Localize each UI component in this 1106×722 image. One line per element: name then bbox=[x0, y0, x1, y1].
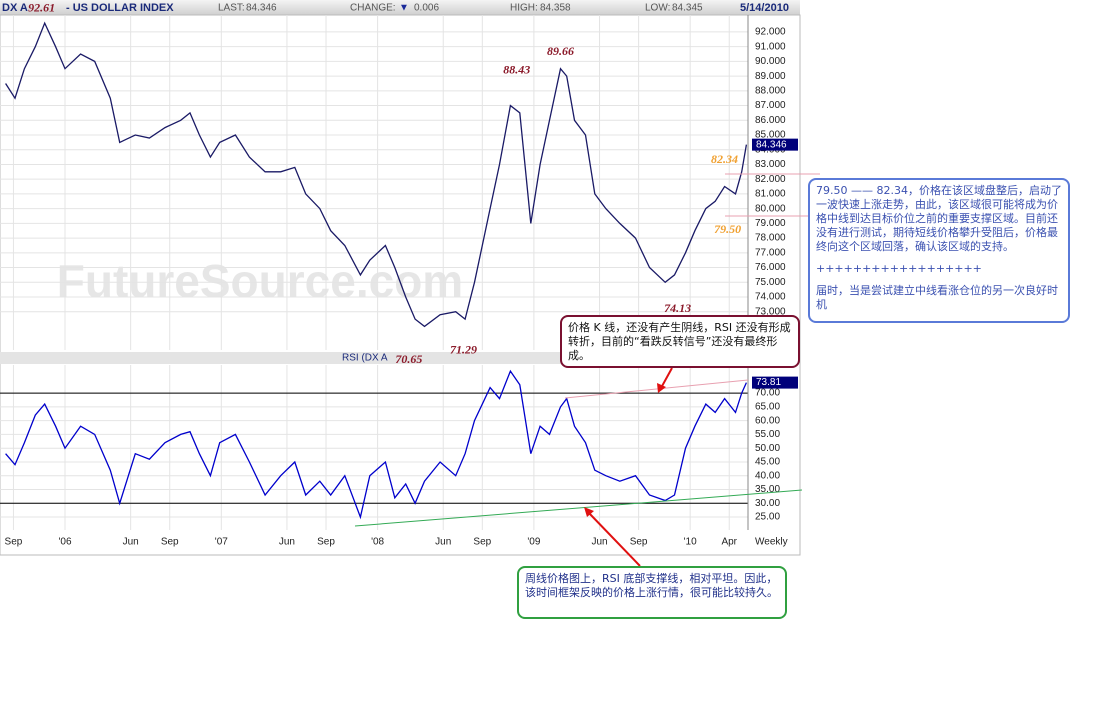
x-tick-label: Jun bbox=[123, 537, 139, 548]
last-value: 84.346 bbox=[246, 3, 277, 14]
y-tick-label: 79.000 bbox=[755, 218, 786, 229]
callout-text: 价格 K 线，还没有产生阴线，RSI 还没有形成转折，目前的“看跌反转信号”还没… bbox=[568, 321, 791, 362]
rsi-support-line bbox=[354, 489, 803, 527]
price-annotation: 88.43 bbox=[503, 62, 530, 76]
y-tick-label: 86.000 bbox=[755, 115, 786, 126]
price-annotation: 89.66 bbox=[547, 44, 574, 58]
callout-zone: 79.50 —— 82.34，价格在该区域盘整后，启动了一波快速上涨走势，由此，… bbox=[808, 178, 1070, 323]
arrow-head bbox=[584, 507, 594, 517]
x-tick-label: Jun bbox=[279, 537, 295, 548]
rsi-title: RSI (DX A bbox=[342, 353, 388, 364]
last-value-label: 73.81 bbox=[756, 377, 781, 388]
high-value: 84.358 bbox=[540, 3, 571, 14]
period: Weekly bbox=[755, 537, 788, 548]
y-tick-label: 90.000 bbox=[755, 56, 786, 67]
callout-candle: 价格 K 线，还没有产生阴线，RSI 还没有形成转折，目前的“看跌反转信号”还没… bbox=[560, 315, 800, 368]
y-tick-label: 40.00 bbox=[755, 470, 780, 481]
change-label: CHANGE: bbox=[350, 3, 396, 14]
y-tick-label: 77.000 bbox=[755, 247, 786, 258]
callout-rsi: 周线价格图上，RSI 底部支撑线，相对平坦。因此，该时间框架反映的价格上涨行情，… bbox=[517, 566, 787, 619]
y-tick-label: 70.00 bbox=[755, 388, 780, 399]
last-value-label: 84.346 bbox=[756, 139, 787, 150]
y-tick-label: 88.000 bbox=[755, 85, 786, 96]
callout-text: 79.50 —— 82.34，价格在该区域盘整后，启动了一波快速上涨走势，由此，… bbox=[816, 184, 1062, 253]
x-tick-label: '06 bbox=[58, 537, 71, 548]
y-tick-label: 83.000 bbox=[755, 159, 786, 170]
x-tick-label: '07 bbox=[215, 537, 228, 548]
y-tick-label: 60.00 bbox=[755, 415, 780, 426]
price-annotation: 71.29 bbox=[450, 343, 477, 357]
date: 5/14/2010 bbox=[740, 2, 789, 14]
x-tick-label: Sep bbox=[5, 537, 23, 548]
callout-text: ++++++++++++++++++ bbox=[816, 262, 982, 275]
y-tick-label: 55.00 bbox=[755, 429, 780, 440]
y-tick-label: 76.000 bbox=[755, 262, 786, 273]
y-tick-label: 91.000 bbox=[755, 41, 786, 52]
y-tick-label: 92.000 bbox=[755, 27, 786, 38]
change-symbol: ▼ bbox=[399, 3, 409, 14]
price-annotation: 92.61 bbox=[28, 1, 55, 15]
arrow-head bbox=[657, 383, 666, 393]
arrow bbox=[660, 367, 673, 389]
price-annotation: 74.13 bbox=[664, 301, 691, 315]
x-tick-label: Apr bbox=[721, 537, 737, 548]
rsi-resistance-line bbox=[564, 379, 749, 399]
last-value-box bbox=[752, 376, 798, 389]
y-tick-label: 30.00 bbox=[755, 498, 780, 509]
y-tick-label: 74.000 bbox=[755, 292, 786, 303]
y-tick-label: 80.000 bbox=[755, 203, 786, 214]
callout-text: 届时，当是尝试建立中线看涨仓位的另一次良好时机 bbox=[816, 284, 1058, 311]
title: - US DOLLAR INDEX bbox=[66, 2, 174, 14]
high-label: HIGH: bbox=[510, 3, 538, 14]
x-tick-label: Sep bbox=[317, 537, 335, 548]
symbol: DX A bbox=[2, 2, 28, 14]
y-tick-label: 50.00 bbox=[755, 443, 780, 454]
plot: 73.000 74.000 75.000 76.000 77.000 78.000 79.0… bbox=[0, 1, 798, 548]
change-value: 0.006 bbox=[414, 3, 439, 14]
y-tick-label: 78.000 bbox=[755, 233, 786, 244]
watermark: FutureSource.com bbox=[57, 255, 463, 307]
last-label: LAST: bbox=[218, 3, 245, 14]
y-tick-label: 73.000 bbox=[755, 306, 786, 317]
y-tick-label: 85.000 bbox=[755, 130, 786, 141]
x-tick-label: Jun bbox=[435, 537, 451, 548]
x-tick-label: '10 bbox=[684, 537, 697, 548]
x-tick-label: '08 bbox=[371, 537, 384, 548]
low-label: LOW: bbox=[645, 3, 670, 14]
price-annotation: 70.65 bbox=[395, 352, 422, 366]
x-tick-label: Sep bbox=[161, 537, 179, 548]
arrow bbox=[587, 511, 641, 567]
price-line bbox=[5, 369, 747, 520]
x-tick-label: Sep bbox=[630, 537, 648, 548]
price-annotation: 79.50 bbox=[714, 222, 741, 236]
callout-text: 周线价格图上，RSI 底部支撑线，相对平坦。因此，该时间框架反映的价格上涨行情，… bbox=[525, 572, 778, 599]
y-tick-label: 65.00 bbox=[755, 402, 780, 413]
y-tick-label: 82.000 bbox=[755, 174, 786, 185]
price-line bbox=[5, 21, 748, 328]
last-value-box bbox=[752, 138, 798, 151]
x-tick-label: Sep bbox=[473, 537, 491, 548]
y-tick-label: 45.00 bbox=[755, 457, 780, 468]
low-value: 84.345 bbox=[672, 3, 703, 14]
header-bar bbox=[0, 0, 800, 15]
x-tick-label: '09 bbox=[527, 537, 540, 548]
y-tick-label: 35.00 bbox=[755, 484, 780, 495]
y-tick-label: 87.000 bbox=[755, 100, 786, 111]
x-tick-label: Jun bbox=[591, 537, 607, 548]
y-tick-label: 75.000 bbox=[755, 277, 786, 288]
y-tick-label: 81.000 bbox=[755, 189, 786, 200]
y-tick-label: 89.000 bbox=[755, 71, 786, 82]
chart-frame bbox=[0, 14, 801, 556]
price-annotation: 82.34 bbox=[711, 152, 738, 166]
y-tick-label: 25.00 bbox=[755, 512, 780, 523]
